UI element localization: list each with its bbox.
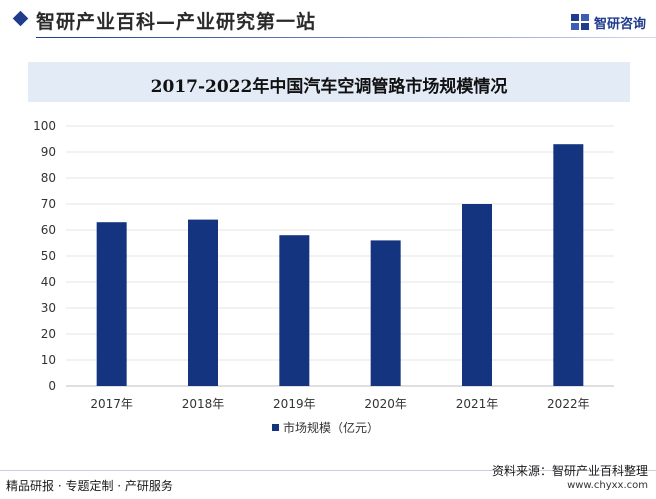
y-tick-label: 90: [41, 145, 56, 159]
y-tick-label: 50: [41, 249, 56, 263]
x-tick-label: 2019年: [273, 397, 316, 411]
chart-title-band: 2017-2022年中国汽车空调管路市场规模情况: [28, 62, 630, 102]
y-tick-label: 40: [41, 275, 56, 289]
brand-logo[interactable]: 智研咨询: [570, 11, 646, 33]
footer-tagline: 精品研报 · 专题定制 · 产研服务: [6, 479, 173, 493]
y-tick-label: 80: [41, 171, 56, 185]
page-header: 智研产业百科—产业研究第一站 智研咨询: [0, 0, 656, 40]
legend-label: 市场规模（亿元）: [283, 420, 379, 435]
brand-mark-icon: [570, 14, 589, 30]
y-tick-label: 30: [41, 301, 56, 315]
y-tick-label: 100: [33, 119, 56, 133]
x-tick-label: 2018年: [182, 397, 225, 411]
x-tick-label: 2022年: [547, 397, 590, 411]
bar: [96, 222, 127, 386]
y-tick-label: 70: [41, 197, 56, 211]
bar-chart: 0 10 20 30 40 50 60 70 80 90 100 2017年 2018年 2019年 202…: [33, 119, 614, 435]
chart-title: 2017-2022年中国汽车空调管路市场规模情况: [150, 77, 508, 97]
footer-divider: [0, 470, 656, 471]
x-tick-label: 2020年: [364, 397, 407, 411]
page-title: 智研产业百科—产业研究第一站: [36, 11, 317, 33]
bar: [553, 144, 584, 386]
header-divider: [36, 37, 656, 38]
brand-name: 智研咨询: [593, 16, 646, 32]
x-tick-label: 2017年: [90, 397, 133, 411]
y-tick-label: 10: [41, 353, 56, 367]
source-note: 资料来源：智研产业百科整理: [491, 464, 648, 478]
bar: [462, 204, 492, 386]
x-tick-label: 2021年: [456, 397, 499, 411]
legend-swatch: [272, 424, 279, 431]
bar: [279, 235, 310, 386]
y-tick-label: 0: [48, 379, 56, 393]
source-url[interactable]: www.chyxx.com: [567, 480, 648, 491]
bar: [370, 240, 401, 386]
bar: [188, 219, 218, 386]
y-tick-label: 20: [41, 327, 56, 341]
y-tick-label: 60: [41, 223, 56, 237]
